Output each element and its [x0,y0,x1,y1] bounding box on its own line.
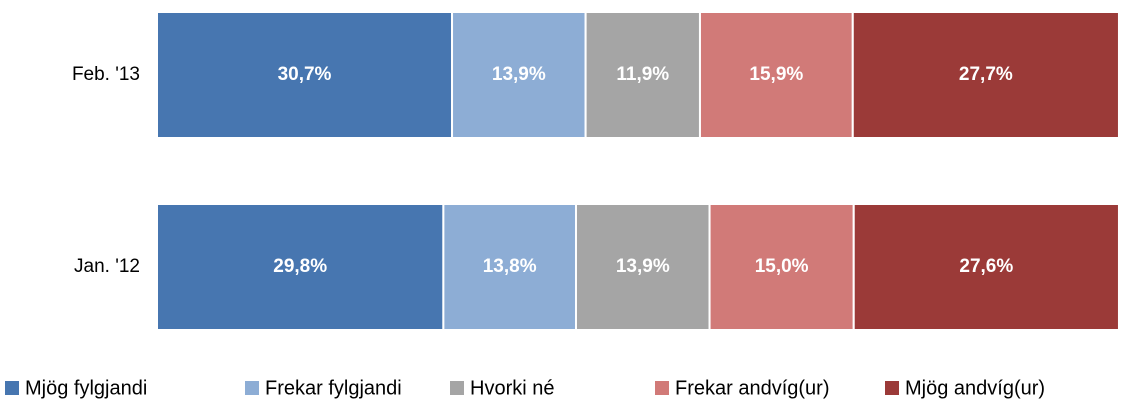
data-label: 27,6% [959,256,1013,277]
data-label: 27,7% [959,64,1013,85]
legend-swatch [655,381,669,395]
data-label: 29,8% [273,256,327,277]
bar-segment [451,11,587,139]
bar-segment [574,203,711,331]
bar-segment [852,203,1120,331]
category-label: Feb. '13 [72,64,140,85]
data-label: 30,7% [278,64,332,85]
legend-label: Mjög fylgjandi [25,377,147,399]
bar-segment [156,11,454,139]
bar-segment [442,203,577,331]
category-label: Jan. '12 [74,256,140,277]
data-label: 13,9% [616,256,670,277]
data-label: 15,9% [749,64,803,85]
legend-swatch [450,381,464,395]
data-label: 13,9% [492,64,546,85]
bar-segment [584,11,701,139]
bar-segment [851,11,1120,139]
legend-label: Hvorki né [470,377,554,399]
legend-label: Frekar andvíg(ur) [675,377,830,399]
data-label: 13,8% [483,256,537,277]
bar-segment [156,203,445,331]
legend-swatch [5,381,19,395]
legend-swatch [245,381,259,395]
data-label: 15,0% [755,256,809,277]
bar-segment [698,11,854,139]
legend-label: Frekar fylgjandi [265,377,402,399]
legend-swatch [885,381,899,395]
legend-label: Mjög andvíg(ur) [905,377,1045,399]
data-label: 11,9% [616,64,669,85]
bar-segment [708,203,855,331]
